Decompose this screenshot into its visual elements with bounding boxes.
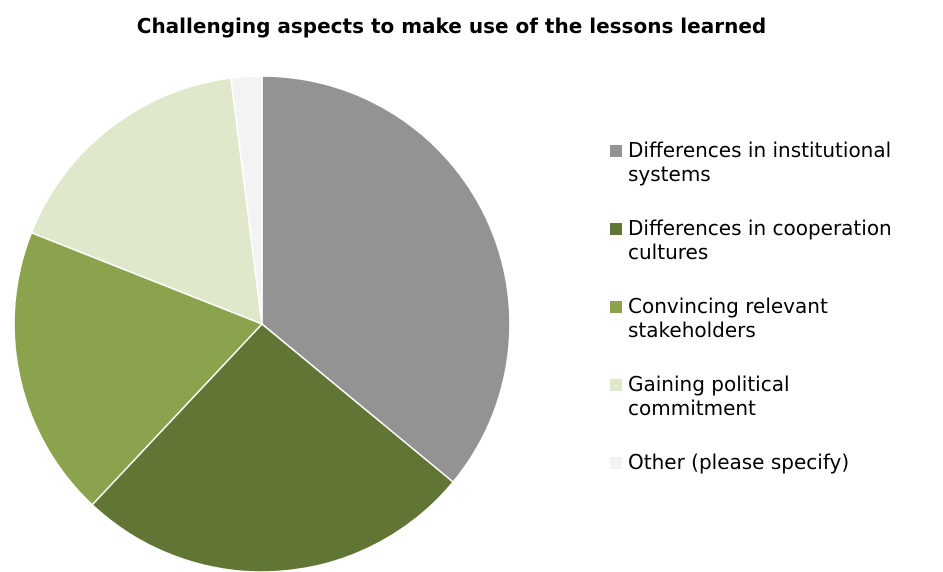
legend-swatch [610, 223, 622, 235]
legend-item-institutional-systems: Differences in institutional systems [610, 138, 940, 216]
legend-label-line: commitment [628, 396, 756, 420]
legend-label-line: systems [628, 162, 711, 186]
pie-slice-other [230, 75, 263, 325]
legend-label-line: stakeholders [628, 318, 756, 342]
legend-swatch [610, 145, 622, 157]
chart-legend: Differences in institutional systems Dif… [610, 138, 940, 528]
pie-slice-convincing-stakeholders [13, 231, 264, 506]
legend-swatch [610, 457, 622, 469]
pie-slice-political-commitment [30, 77, 263, 326]
legend-label-line: cultures [628, 240, 709, 264]
legend-item-other: Other (please specify) [610, 450, 940, 528]
legend-label-line: Convincing relevant [628, 294, 828, 318]
legend-label-line: Differences in institutional [628, 138, 892, 162]
legend-item-convincing-stakeholders: Convincing relevant stakeholders [610, 294, 940, 372]
pie-slice-institutional-systems [261, 75, 511, 484]
legend-swatch [610, 379, 622, 391]
legend-swatch [610, 301, 622, 313]
legend-item-political-commitment: Gaining political commitment [610, 372, 940, 450]
chart-title: Challenging aspects to make use of the l… [136, 14, 767, 38]
legend-label-line: Gaining political [628, 372, 790, 396]
legend-label-line: Other (please specify) [628, 450, 850, 474]
legend-item-cooperation-cultures: Differences in cooperation cultures [610, 216, 940, 294]
pie-slice-cooperation-cultures [91, 322, 455, 572]
legend-label-line: Differences in cooperation [628, 216, 892, 240]
